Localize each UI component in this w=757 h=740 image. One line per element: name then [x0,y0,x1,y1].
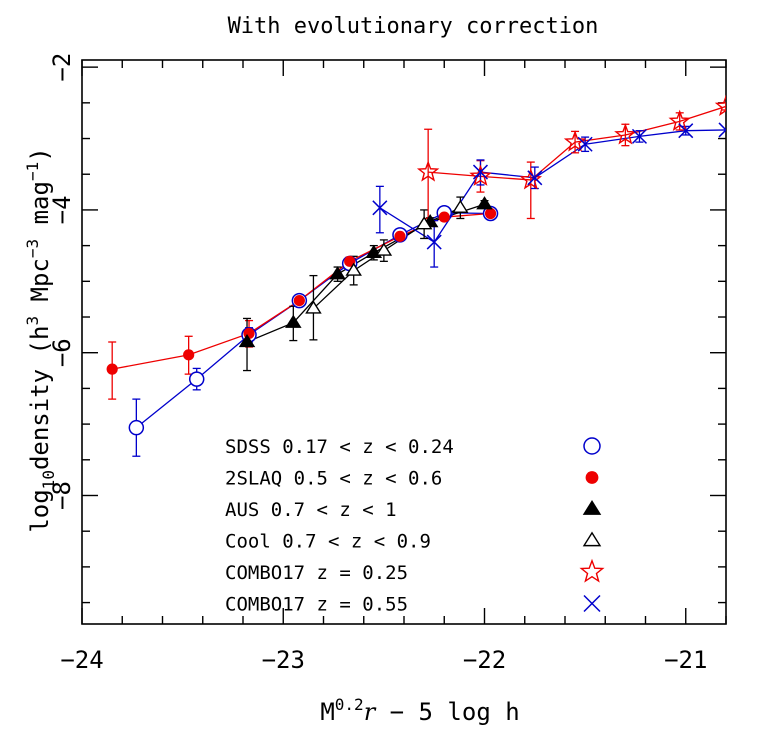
data-point [577,136,593,152]
data-point [718,122,726,138]
data-point [631,128,647,144]
legend-marker [583,437,601,455]
axis-ticks [81,60,727,624]
y-tick-labels: −2 −4 −6 −8 [48,53,76,510]
y-axis-label-prefix: log [26,489,54,532]
y-axis-label-mid2: Mpc [26,258,54,316]
legend-marker [585,471,599,484]
y-tick-label: −6 [48,338,76,367]
legend-marker [582,531,602,547]
data-point [416,160,440,182]
x-axis-label-italic: r [364,698,377,726]
data-point [238,333,256,348]
x-tick-labels: −24 −23 −22 −21 [60,646,707,674]
y-tick-label: −4 [48,195,76,224]
legend-marker [579,558,605,583]
data-markers [106,94,726,436]
x-axis-label-main: M [320,698,334,726]
data-point [472,164,489,180]
legend-label: COMBO17 z = 0.55 [225,594,408,616]
legend-marker-b [583,594,601,613]
data-point [329,266,346,280]
series-line-3 [312,207,461,309]
data-point [293,294,305,307]
data-point-b [678,123,694,139]
data-point [375,242,393,256]
legend-label: SDSS 0.17 < z < 0.24 [225,436,454,458]
x-tick-label: −24 [60,646,103,674]
data-point-b [527,170,543,186]
y-axis-label-sub: 10 [39,470,58,489]
x-axis-label-rest: − 5 log h [375,698,520,726]
data-point-b [631,128,647,144]
data-point [469,164,492,186]
x-tick-label: −23 [262,646,305,674]
data-point [484,207,497,220]
data-point [188,371,205,387]
data-point [519,168,543,190]
legend-label: AUS 0.7 < z < 1 [225,499,397,521]
data-point [285,314,302,328]
y-axis-label-sup1: 3 [23,316,42,326]
y-tick-label: −8 [48,481,76,510]
data-point-b [372,200,388,216]
data-point [415,216,433,230]
data-point [106,363,118,375]
data-point-b [718,128,726,138]
x-axis-label: M0.2r − 5 log h [320,695,519,726]
y-axis-label: log10density (h3 Mpc−3 mag−1) [23,147,58,532]
y-axis-label-sup3: −1 [23,162,42,181]
data-point [426,234,442,250]
series-line-5 [379,129,726,243]
y-axis-label-mid3: mag [26,181,54,239]
data-point [614,123,637,145]
data-point [183,349,195,361]
data-point [678,123,694,139]
legend-label: COMBO17 z = 0.25 [225,562,408,584]
chart-title: With evolutionary correction [228,14,599,39]
data-point-b [426,234,442,250]
legend-label: Cool 0.7 < z < 0.9 [225,531,431,553]
data-point-a [718,122,726,132]
legend-marker [582,499,602,515]
y-axis-label-suffix: ) [26,147,54,161]
data-point [394,230,406,242]
series-line-0 [135,212,491,429]
data-point [128,419,145,436]
y-tick-label: −2 [48,53,76,82]
data-point [372,200,388,216]
x-tick-label: −22 [463,646,506,674]
data-point [345,262,362,276]
data-point [305,300,322,314]
data-point [527,170,543,186]
data-point-b [577,136,593,152]
y-axis-label-mid: density (h [26,326,54,471]
x-tick-label: −21 [664,646,707,674]
legend-label: 2SLAQ 0.5 < z < 0.6 [225,468,442,490]
x-axis-label-sup: 0.2 [335,695,364,714]
series-line-2 [246,203,485,343]
data-point [438,211,450,223]
data-point [452,199,469,213]
data-point [714,94,726,116]
y-axis-label-sup2: −3 [23,239,42,258]
data-point-b [472,164,489,180]
error-bars [108,102,726,457]
legend: SDSS 0.17 < z < 0.24 2SLAQ 0.5 < z < 0.6 A… [225,436,605,616]
data-point [344,255,356,267]
data-point [476,196,493,210]
legend-marker [583,594,601,613]
data-point [563,130,587,152]
